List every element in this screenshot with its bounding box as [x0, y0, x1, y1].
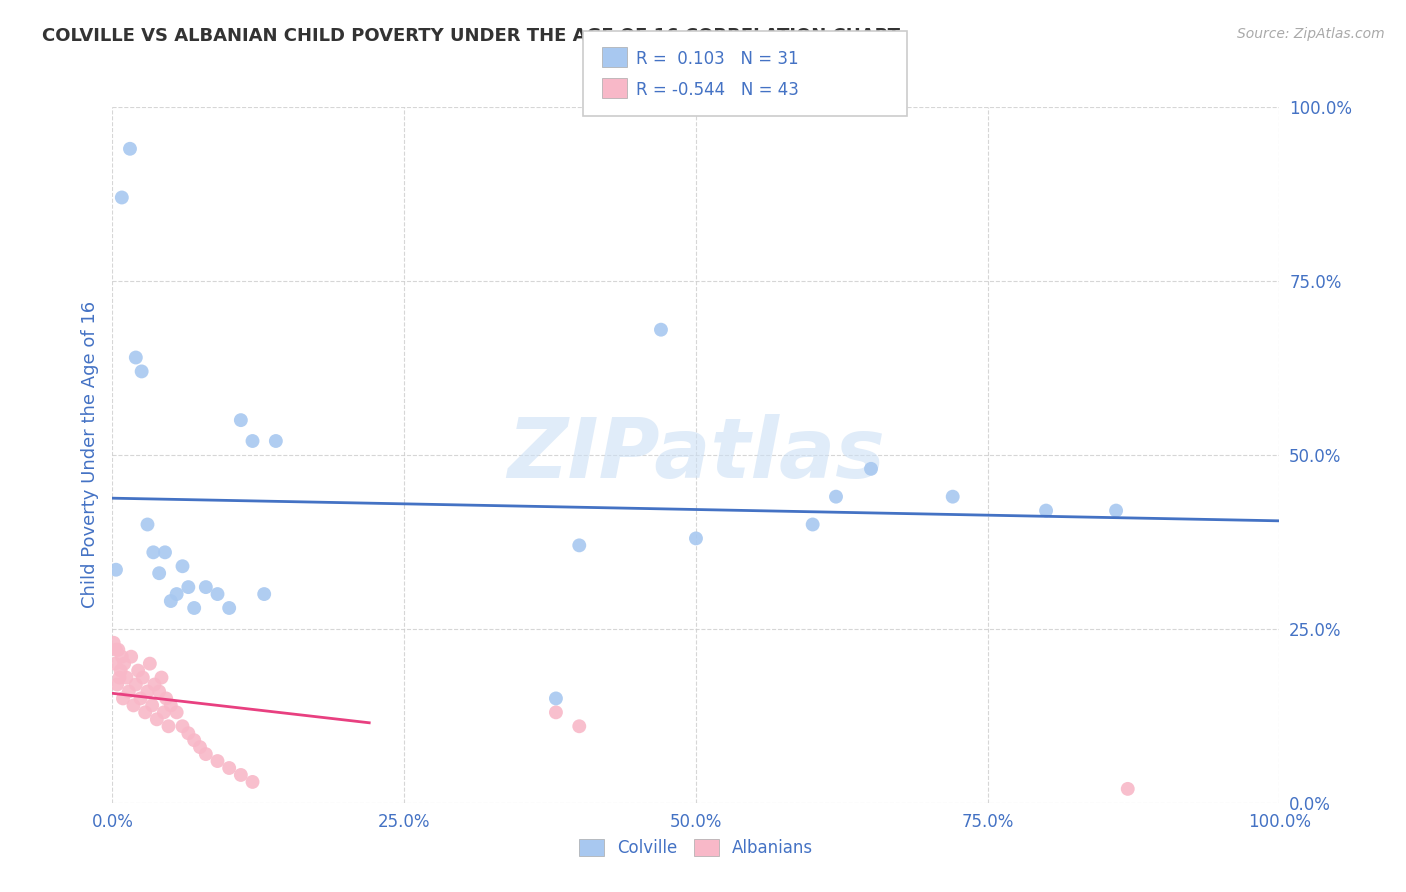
Point — [229, 413, 252, 427]
Point — [172, 719, 194, 733]
Point — [111, 649, 134, 664]
Point — [143, 677, 166, 691]
Point — [177, 580, 200, 594]
Text: COLVILLE VS ALBANIAN CHILD POVERTY UNDER THE AGE OF 16 CORRELATION CHART: COLVILLE VS ALBANIAN CHILD POVERTY UNDER… — [42, 27, 900, 45]
Text: R =  0.103   N = 31: R = 0.103 N = 31 — [636, 50, 799, 68]
Point — [110, 664, 132, 678]
Point — [568, 538, 591, 552]
Point — [122, 698, 145, 713]
Point — [242, 775, 264, 789]
Point — [103, 636, 125, 650]
Point — [194, 580, 217, 594]
Point — [153, 706, 176, 720]
Point — [1035, 503, 1057, 517]
Point — [568, 719, 591, 733]
Point — [142, 545, 165, 559]
Point — [118, 142, 141, 156]
Point — [115, 671, 138, 685]
Point — [139, 657, 162, 671]
Point — [194, 747, 217, 761]
Point — [207, 754, 229, 768]
Point — [132, 671, 155, 685]
Point — [801, 517, 824, 532]
Point — [859, 462, 883, 476]
Point — [120, 649, 142, 664]
Point — [134, 706, 156, 720]
Point — [242, 434, 264, 448]
Point — [166, 706, 188, 720]
Point — [183, 733, 205, 747]
Y-axis label: Child Poverty Under the Age of 16: Child Poverty Under the Age of 16 — [80, 301, 98, 608]
Point — [146, 712, 169, 726]
Point — [150, 671, 173, 685]
Point — [218, 761, 240, 775]
Point — [104, 657, 127, 671]
Point — [650, 323, 672, 337]
Point — [685, 532, 707, 546]
Point — [207, 587, 229, 601]
Point — [544, 706, 567, 720]
Point — [125, 351, 148, 365]
Point — [177, 726, 200, 740]
Point — [131, 364, 153, 378]
Point — [172, 559, 194, 574]
Point — [107, 642, 129, 657]
Point — [166, 587, 188, 601]
Point — [108, 671, 131, 685]
Point — [160, 594, 183, 608]
Point — [188, 740, 211, 755]
Point — [825, 490, 848, 504]
Point — [264, 434, 287, 448]
Point — [112, 657, 135, 671]
Point — [111, 190, 134, 204]
Point — [105, 677, 128, 691]
Point — [129, 691, 152, 706]
Point — [141, 698, 163, 713]
Point — [153, 545, 176, 559]
Point — [127, 664, 149, 678]
Point — [148, 684, 170, 698]
Point — [218, 601, 240, 615]
Point — [1116, 781, 1139, 796]
Text: ZIPatlas: ZIPatlas — [508, 415, 884, 495]
Point — [125, 677, 148, 691]
Point — [148, 566, 170, 581]
Point — [136, 517, 159, 532]
Text: R = -0.544   N = 43: R = -0.544 N = 43 — [636, 81, 799, 99]
Point — [183, 601, 205, 615]
Point — [1105, 503, 1128, 517]
Point — [155, 691, 177, 706]
Point — [111, 691, 134, 706]
Point — [157, 719, 180, 733]
Point — [118, 684, 141, 698]
Point — [942, 490, 965, 504]
Point — [253, 587, 276, 601]
Point — [136, 684, 159, 698]
Point — [160, 698, 183, 713]
Point — [104, 642, 127, 657]
Point — [104, 563, 127, 577]
Text: Source: ZipAtlas.com: Source: ZipAtlas.com — [1237, 27, 1385, 41]
Legend: Colville, Albanians: Colville, Albanians — [572, 832, 820, 864]
Point — [229, 768, 252, 782]
Point — [544, 691, 567, 706]
